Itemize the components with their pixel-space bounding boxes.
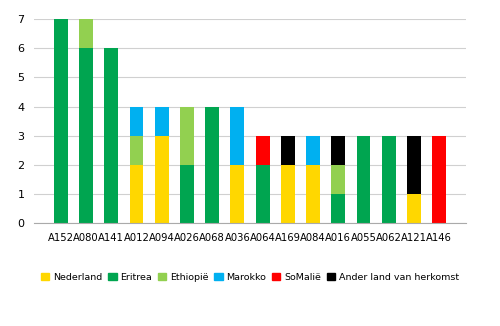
Bar xyxy=(332,194,345,223)
Bar xyxy=(281,165,295,223)
Bar xyxy=(130,136,143,165)
Bar xyxy=(382,136,396,223)
Bar xyxy=(230,165,244,223)
Bar xyxy=(130,107,143,136)
Bar xyxy=(306,136,320,165)
Bar xyxy=(281,136,295,165)
Bar xyxy=(180,107,194,165)
Bar xyxy=(79,48,93,223)
Bar xyxy=(256,136,270,165)
Bar xyxy=(407,194,421,223)
Bar xyxy=(256,165,270,223)
Bar xyxy=(230,107,244,165)
Bar xyxy=(104,48,118,223)
Bar xyxy=(205,107,219,223)
Bar xyxy=(79,19,93,48)
Bar xyxy=(130,165,143,223)
Bar xyxy=(155,107,168,136)
Bar xyxy=(432,136,446,223)
Bar xyxy=(155,136,168,223)
Bar xyxy=(356,136,370,223)
Bar xyxy=(407,136,421,194)
Legend: Nederland, Eritrea, Ethiopië, Marokko, SoMalië, Ander land van herkomst: Nederland, Eritrea, Ethiopië, Marokko, S… xyxy=(37,269,463,285)
Bar xyxy=(332,165,345,194)
Bar xyxy=(332,136,345,165)
Bar xyxy=(180,165,194,223)
Bar xyxy=(54,19,68,223)
Bar xyxy=(306,165,320,223)
